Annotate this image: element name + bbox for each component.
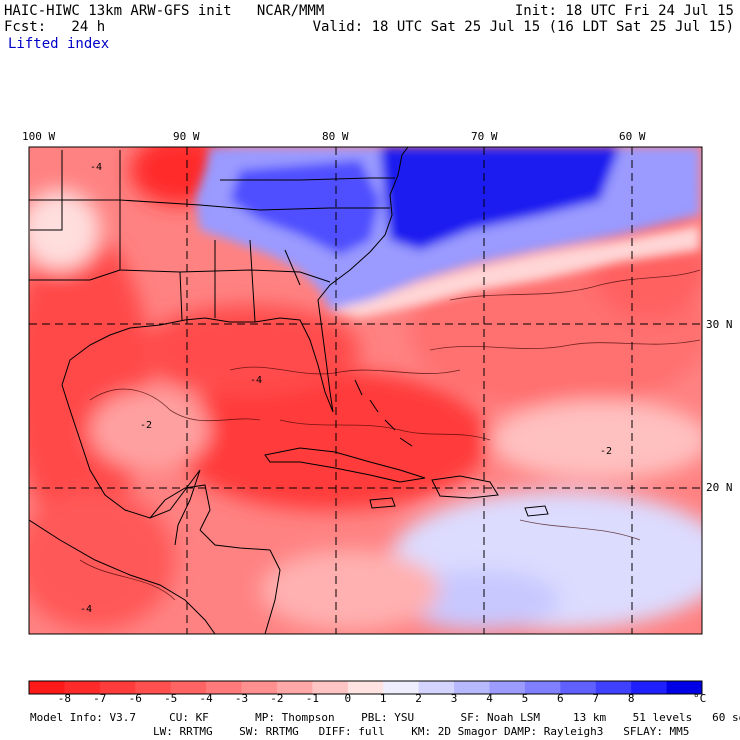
- colorbar-swatch: [418, 681, 455, 694]
- colorbar-tick-label: -4: [199, 692, 213, 705]
- contour-label: -2: [140, 420, 152, 431]
- colorbar-swatch: [312, 681, 349, 694]
- field-mexico-red: [29, 230, 150, 530]
- contour-6: [79, 559, 176, 601]
- colorbar-swatch: [595, 681, 632, 694]
- field-name: Lifted index: [8, 36, 110, 52]
- lat-label-30n: 30 N: [706, 318, 733, 331]
- lon-label-90w: 90 W: [173, 130, 200, 143]
- caribbean-coastline: [199, 529, 281, 634]
- graticule: [29, 147, 702, 634]
- colorbar-tick-label: 7: [592, 692, 599, 705]
- state-border-4: [220, 177, 395, 181]
- state-border-1: [29, 199, 390, 211]
- lon-label-70w: 70 W: [471, 130, 498, 143]
- physics-info-line: LW: RRTMG SW: RRTMG DIFF: full KM: 2D Sm…: [153, 725, 690, 738]
- field-west-caribbean: [260, 550, 440, 630]
- colorbar-tick-label: 4: [486, 692, 493, 705]
- pacific-coastline: [29, 519, 216, 634]
- colorbar: [29, 681, 703, 694]
- state-border-3: [179, 239, 301, 323]
- field-caribbean-blue2: [400, 570, 560, 630]
- colorbar-swatch: [206, 681, 243, 694]
- contour-3: [279, 419, 491, 441]
- jamaica-outline: [369, 497, 396, 509]
- contour-4: [449, 269, 701, 301]
- colorbar-swatch: [241, 681, 278, 694]
- puerto-rico-outline: [524, 505, 549, 517]
- hispaniola-outline: [431, 475, 499, 499]
- colorbar-swatch: [524, 681, 561, 694]
- lon-label-100w: 100 W: [22, 130, 56, 143]
- colorbar-swatch: [383, 681, 420, 694]
- field-north-gulf: [140, 305, 360, 395]
- colorbar-tick-label: -7: [93, 692, 107, 705]
- colorbar-tick-label: -5: [164, 692, 178, 705]
- valid-time: Valid: 18 UTC Sat 25 Jul 15 (16 LDT Sat …: [312, 19, 734, 35]
- contour-label: -4: [90, 162, 102, 173]
- colorbar-tick-label: 0: [344, 692, 352, 705]
- colorbar-swatch: [276, 681, 313, 694]
- contour-label: -2: [600, 446, 612, 457]
- field-atlantic-light: [490, 400, 702, 480]
- li-contours: [79, 269, 701, 601]
- colorbar-swatch: [64, 681, 101, 694]
- colorbar-swatch: [347, 681, 384, 694]
- colorbar-swatch: [135, 681, 172, 694]
- field-west-gulf-light: [90, 390, 210, 470]
- bahamas-outline: [354, 379, 413, 447]
- colorbar-tick-label: -3: [234, 692, 249, 705]
- contour-2: [229, 366, 461, 375]
- contour-label-group: -4 -2 -4 -2 -4: [80, 162, 612, 615]
- colorbar-tick-label: 5: [521, 692, 529, 705]
- colorbar-tick-label: 1: [379, 692, 387, 705]
- field-west-light: [29, 190, 100, 270]
- colorbar-swatch: [666, 681, 703, 694]
- colorbar-tick-label: -1: [305, 692, 320, 705]
- colorbar-tick-label: 3: [450, 692, 458, 705]
- colorbar-frame: [28, 680, 703, 695]
- map-frame: [28, 146, 703, 635]
- colorbar-swatch: [29, 681, 65, 694]
- colorbar-tick-label: -8: [57, 692, 72, 705]
- field-stable-core: [380, 147, 620, 250]
- us-coastline: [61, 147, 409, 413]
- field-stable-inland: [230, 160, 380, 255]
- contour-1: [89, 388, 261, 422]
- lat-label-20n: 20 N: [706, 481, 733, 494]
- init-time: Init: 18 UTC Fri 24 Jul 15: [514, 3, 734, 19]
- colorbar-swatch: [489, 681, 526, 694]
- contour-7: [519, 519, 641, 541]
- yucatan-coastline: [149, 484, 211, 531]
- colorbar-swatch: [170, 681, 207, 694]
- lon-label-60w: 60 W: [619, 130, 646, 143]
- colorbar-swatch: [454, 681, 490, 694]
- shaded-field: [29, 147, 702, 634]
- contour-label: -4: [250, 375, 262, 386]
- colorbar-swatch: [631, 681, 668, 694]
- state-border-5: [29, 269, 121, 281]
- colorbar-swatch: [560, 681, 597, 694]
- colorbar-tick-label: 6: [556, 692, 564, 705]
- model-info-line: Model Info: V3.7 CU: KF MP: Thompson PBL…: [30, 711, 740, 724]
- field-south-mexico-red: [29, 490, 175, 630]
- colorbar-tick-label: -6: [128, 692, 142, 705]
- colorbar-unit: °C: [693, 692, 707, 705]
- cuba-outline: [264, 447, 426, 483]
- field-gulf-core: [170, 370, 490, 510]
- colorbar-tick-label: 8: [627, 692, 635, 705]
- colorbar-tick-label: 2: [415, 692, 422, 705]
- colorbar-tick-label: -2: [270, 692, 284, 705]
- field-transition-band: [330, 225, 700, 318]
- colorbar-swatch: [99, 681, 136, 694]
- state-border-6: [30, 150, 63, 231]
- model-title: HAIC-HIWC 13km ARW-GFS init NCAR/MMM: [4, 3, 325, 19]
- forecast-hour: Fcst: 24 h: [4, 19, 106, 35]
- lon-label-80w: 80 W: [322, 130, 349, 143]
- contour-5: [429, 339, 701, 351]
- contour-label: -4: [80, 604, 92, 615]
- coastlines: [29, 147, 549, 634]
